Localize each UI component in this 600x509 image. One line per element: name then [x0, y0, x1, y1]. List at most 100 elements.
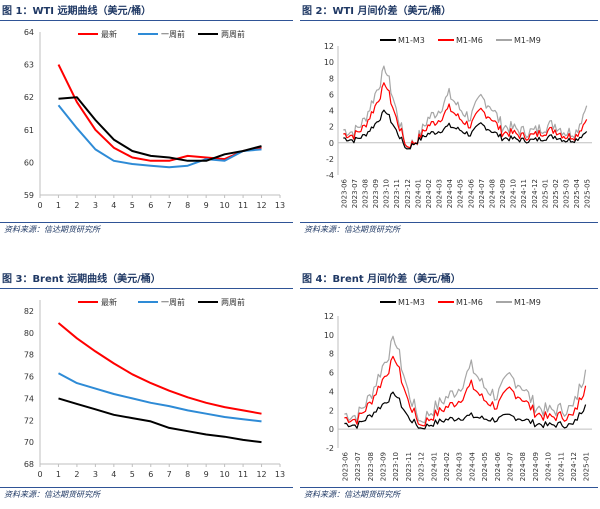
- series-line: [343, 109, 588, 150]
- y-tick-label: 0: [329, 139, 334, 148]
- panel-wti-forward-curve: 图 1：WTI 远期曲线（美元/桶） 59 60 61 62 63 64 0 1 2 3 4 5 6 7 8…: [0, 0, 295, 235]
- y-tick-label: 80: [24, 329, 34, 338]
- x-tick-label: 2024-03: [456, 452, 464, 481]
- legend-label: 最新: [101, 29, 117, 39]
- footer-rule: [300, 487, 598, 488]
- x-tick-label: 1: [56, 470, 61, 479]
- x-tick-label: 2025-02: [552, 179, 560, 208]
- x-tick-label: 2024-02: [425, 179, 433, 208]
- x-tick-label: 2: [74, 470, 79, 479]
- chart-title: 图 3：Brent 远期曲线（美元/桶）: [2, 274, 161, 285]
- y-tick-label: 4: [329, 387, 334, 396]
- panel-wti-spreads: 图 2：WTI 月间价差（美元/桶） -4 -2 0 2 4 6 8 10 12 2023-06 2…: [300, 0, 600, 235]
- x-tick-label: 13: [275, 470, 285, 479]
- legend-label: M1-M9: [514, 36, 541, 45]
- chart-title: 图 1：WTI 远期曲线（美元/桶）: [2, 6, 152, 17]
- x-tick-label: 8: [185, 470, 190, 479]
- x-tick-label: 2024-04: [468, 451, 476, 481]
- x-tick-label: 4: [111, 201, 116, 210]
- x-tick-label: 2023-06: [341, 451, 349, 481]
- x-tick-label: 11: [238, 470, 248, 479]
- x-tick-label: 9: [204, 201, 209, 210]
- source-label: 资料来源：信达期货研究所: [304, 225, 400, 234]
- series-line: [58, 96, 262, 162]
- x-tick-label: 2024-06: [494, 451, 502, 481]
- x-tick-label: 2024-05: [457, 179, 465, 208]
- y-tick-label: 72: [24, 416, 34, 425]
- x-tick-label: 3: [93, 201, 98, 210]
- y-tick-label: 10: [324, 58, 334, 67]
- footer-rule: [0, 222, 293, 223]
- y-tick-label: 59: [24, 191, 34, 200]
- legend-label: 两周前: [221, 29, 245, 39]
- y-tick-label: -2: [326, 155, 334, 164]
- y-tick-label: 60: [24, 158, 34, 167]
- x-tick-label: 7: [167, 470, 172, 479]
- x-tick-label: 2023-09: [379, 452, 387, 481]
- y-tick-label: 0: [329, 425, 334, 434]
- footer-rule: [0, 487, 293, 488]
- x-tick-label: 2024-05: [481, 452, 489, 481]
- x-tick-label: 3: [93, 470, 98, 479]
- series-line: [344, 355, 587, 427]
- x-tick-label: 2023-07: [354, 452, 362, 481]
- legend-label: M1-M6: [456, 298, 483, 307]
- series-line: [344, 391, 587, 430]
- x-tick-label: 2024-12: [570, 452, 578, 481]
- x-tick-label: 2024-10: [510, 179, 518, 208]
- series-line: [343, 65, 588, 150]
- x-tick-label: 6: [148, 470, 153, 479]
- x-tick-label: 2024-02: [443, 452, 451, 481]
- legend-label: M1-M3: [398, 298, 425, 307]
- x-tick-label: 13: [275, 201, 285, 210]
- x-tick-label: 2024-07: [478, 179, 486, 208]
- x-tick-label: 2025-05: [584, 179, 592, 208]
- x-tick-label: 10: [220, 201, 230, 210]
- x-tick-label: 2024-08: [489, 179, 497, 208]
- x-tick-label: 0: [37, 201, 42, 210]
- wti-spreads-chart: -4 -2 0 2 4 6 8 10 12 2023-06 2023-07 2023-08 2023-0…: [324, 36, 592, 208]
- y-tick-label: 63: [24, 61, 34, 70]
- x-tick-label: 2024-03: [436, 179, 444, 208]
- legend-label: 一周前: [161, 29, 185, 39]
- x-tick-label: 10: [220, 470, 230, 479]
- title-rule: [300, 288, 598, 289]
- x-tick-label: 4: [111, 470, 116, 479]
- series-line: [57, 322, 262, 415]
- y-tick-label: 82: [24, 307, 34, 316]
- source-label: 资料来源：信达期货研究所: [4, 490, 100, 499]
- y-tick-label: 10: [324, 331, 334, 340]
- title-rule: [0, 288, 293, 289]
- y-tick-label: -2: [326, 444, 334, 453]
- x-tick-label: 12: [256, 201, 266, 210]
- x-tick-label: 0: [37, 470, 42, 479]
- y-tick-label: 12: [324, 312, 334, 321]
- series-line: [344, 335, 587, 424]
- y-tick-label: 64: [24, 28, 34, 37]
- y-tick-label: 76: [24, 373, 34, 382]
- legend-label: M1-M3: [398, 36, 425, 45]
- series-line: [57, 64, 262, 162]
- x-tick-label: 2024-10: [545, 452, 553, 481]
- y-tick-label: 62: [24, 93, 34, 102]
- x-tick-label: 2025-03: [563, 179, 571, 208]
- x-tick-label: 2024-09: [499, 179, 507, 208]
- y-tick-label: 6: [329, 369, 334, 378]
- y-tick-label: 74: [24, 394, 34, 403]
- y-tick-label: 8: [329, 74, 334, 83]
- x-tick-label: 2024-09: [532, 452, 540, 481]
- x-tick-label: 6: [148, 201, 153, 210]
- x-tick-label: 5: [130, 470, 135, 479]
- y-tick-label: 70: [24, 438, 34, 447]
- y-tick-label: 8: [329, 350, 334, 359]
- x-tick-label: 2025-01: [583, 452, 591, 481]
- x-tick-label: 2023-06: [340, 178, 348, 208]
- x-tick-label: 2025-01: [541, 179, 549, 208]
- x-tick-label: 2023-08: [367, 452, 375, 481]
- x-tick-label: 2024-01: [414, 179, 422, 208]
- footer-rule: [300, 222, 598, 223]
- x-tick-label: 2023-10: [383, 179, 391, 208]
- x-tick-label: 7: [167, 201, 172, 210]
- y-tick-label: 2: [329, 123, 334, 132]
